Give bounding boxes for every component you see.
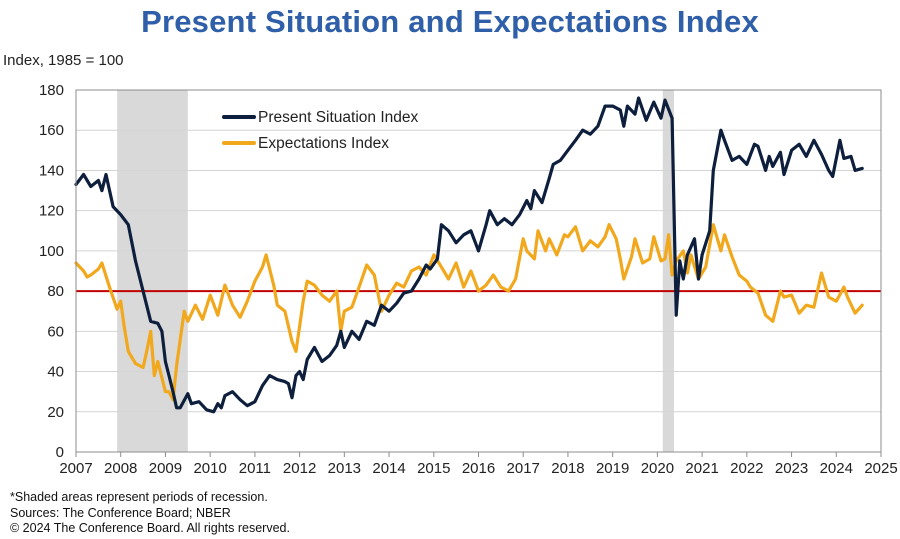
x-tick-label-2019: 2019 <box>596 460 629 477</box>
x-tick-label-2007: 2007 <box>59 460 92 477</box>
plot-frame <box>75 89 882 453</box>
x-tick-label-2020: 2020 <box>641 460 674 477</box>
y-tick-label-0: 0 <box>56 444 64 461</box>
x-tick-label-2008: 2008 <box>104 460 137 477</box>
y-tick-label-60: 60 <box>47 323 64 340</box>
y-tick-label-180: 180 <box>39 82 64 99</box>
x-tick-label-2012: 2012 <box>283 460 316 477</box>
legend-label-expectations: Expectations Index <box>258 135 389 152</box>
x-axis-ticks: 2007 2008 2009 2010 2011 2012 2013 2014 2015 2016… <box>59 452 898 477</box>
x-tick-label-2024: 2024 <box>820 460 853 477</box>
y-axis-ticks: 0 20 40 60 80 100 120 140 160 180 <box>39 82 64 461</box>
footnote-recession: *Shaded areas represent periods of reces… <box>10 490 268 504</box>
y-tick-label-20: 20 <box>47 404 64 421</box>
y-tick-label-140: 140 <box>39 162 64 179</box>
y-tick-label-100: 100 <box>39 243 64 260</box>
x-tick-label-2025: 2025 <box>864 460 897 477</box>
series-lines <box>74 96 864 414</box>
recession-band-1 <box>662 90 674 452</box>
y-axis-label: Index, 1985 = 100 <box>3 52 124 69</box>
x-tick-label-2009: 2009 <box>149 460 182 477</box>
footnotes: *Shaded areas represent periods of reces… <box>10 490 290 537</box>
x-tick-label-2015: 2015 <box>417 460 450 477</box>
x-tick-label-2018: 2018 <box>551 460 584 477</box>
gridlines <box>76 129 881 413</box>
x-tick-label-2023: 2023 <box>775 460 808 477</box>
recession-band-0 <box>117 90 188 452</box>
x-tick-label-2022: 2022 <box>730 460 763 477</box>
y-tick-label-120: 120 <box>39 203 64 220</box>
x-tick-label-2021: 2021 <box>685 460 718 477</box>
x-tick-label-2011: 2011 <box>239 460 271 477</box>
series-present-situation-line <box>74 96 864 414</box>
recession-shading <box>117 90 674 452</box>
chart-title: Present Situation and Expectations Index <box>141 4 759 39</box>
y-tick-label-80: 80 <box>47 283 64 300</box>
x-tick-label-2017: 2017 <box>507 460 540 477</box>
footnote-copyright: © 2024 The Conference Board. All rights … <box>10 521 290 535</box>
series-expectations-line <box>74 223 864 402</box>
x-tick-label-2014: 2014 <box>372 460 405 477</box>
y-tick-label-160: 160 <box>39 122 64 139</box>
x-tick-label-2016: 2016 <box>462 460 495 477</box>
legend: Present Situation Index Expectations Ind… <box>222 109 419 152</box>
legend-label-present-situation: Present Situation Index <box>258 109 419 126</box>
x-tick-label-2010: 2010 <box>193 460 226 477</box>
y-tick-label-40: 40 <box>47 364 64 381</box>
x-tick-label-2013: 2013 <box>328 460 361 477</box>
footnote-sources: Sources: The Conference Board; NBER <box>10 505 231 520</box>
